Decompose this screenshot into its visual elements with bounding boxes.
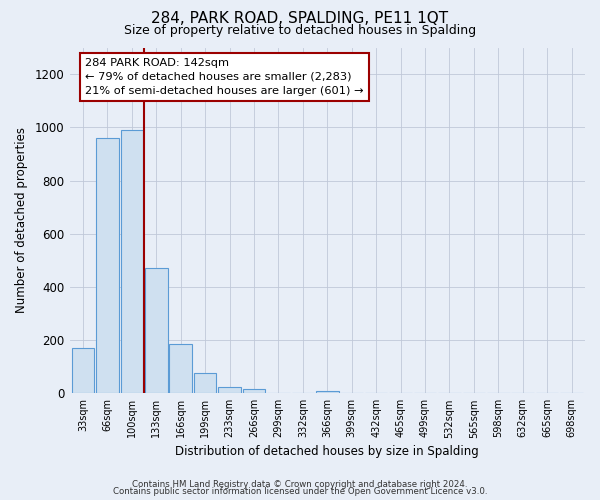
Bar bbox=[243, 390, 265, 394]
Text: Size of property relative to detached houses in Spalding: Size of property relative to detached ho… bbox=[124, 24, 476, 37]
Bar bbox=[145, 268, 167, 394]
Bar bbox=[72, 348, 94, 394]
Text: Contains public sector information licensed under the Open Government Licence v3: Contains public sector information licen… bbox=[113, 487, 487, 496]
Text: 284 PARK ROAD: 142sqm
← 79% of detached houses are smaller (2,283)
21% of semi-d: 284 PARK ROAD: 142sqm ← 79% of detached … bbox=[85, 58, 364, 96]
Bar bbox=[169, 344, 192, 394]
X-axis label: Distribution of detached houses by size in Spalding: Distribution of detached houses by size … bbox=[175, 444, 479, 458]
Bar bbox=[316, 390, 338, 394]
Bar bbox=[218, 386, 241, 394]
Text: Contains HM Land Registry data © Crown copyright and database right 2024.: Contains HM Land Registry data © Crown c… bbox=[132, 480, 468, 489]
Bar bbox=[121, 130, 143, 394]
Bar bbox=[96, 138, 119, 394]
Y-axis label: Number of detached properties: Number of detached properties bbox=[15, 128, 28, 314]
Bar bbox=[194, 374, 217, 394]
Text: 284, PARK ROAD, SPALDING, PE11 1QT: 284, PARK ROAD, SPALDING, PE11 1QT bbox=[151, 11, 449, 26]
